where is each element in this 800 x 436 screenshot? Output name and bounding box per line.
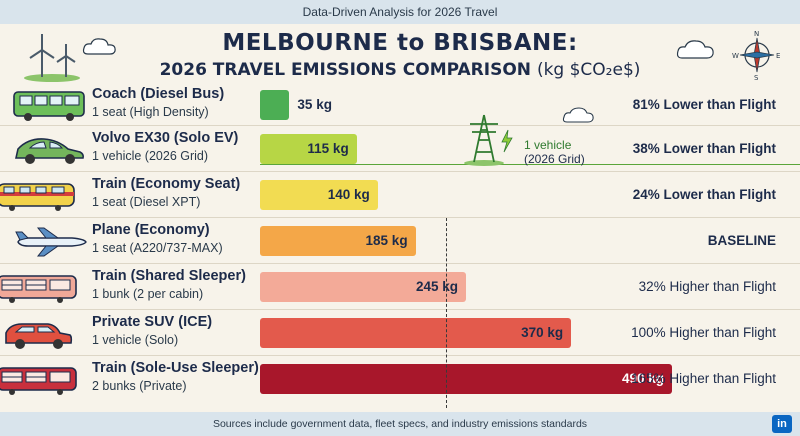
- bar: [260, 364, 672, 394]
- mode-name: Coach (Diesel Bus): [92, 86, 225, 102]
- cloud-icon: [82, 38, 116, 55]
- svg-text:E: E: [776, 52, 780, 60]
- chart-row: Train (Economy Seat) 1 seat (Diesel XPT) 1…: [0, 172, 800, 218]
- row-divider: [0, 355, 800, 356]
- comparison-label: 32% Higher than Flight: [638, 279, 776, 294]
- sleeper-train-icon: [0, 275, 77, 303]
- chart-row: Coach (Diesel Bus) 1 seat (High Density) 3…: [0, 82, 800, 128]
- mode-caption: 1 seat (High Density): [92, 105, 209, 119]
- bar-value-label: 115 kg: [307, 141, 349, 156]
- cloud-icon: [676, 40, 714, 59]
- train-icon: [0, 183, 75, 211]
- chart-row: Plane (Economy) 1 seat (A220/737-MAX) 185 …: [0, 218, 800, 264]
- plane-icon: [15, 227, 87, 257]
- compass-icon: N S W E: [732, 30, 780, 80]
- comparison-label: 81% Lower than Flight: [632, 97, 776, 112]
- grid-annotation: 1 vehicle (2026 Grid): [524, 138, 585, 166]
- row-divider: [0, 171, 800, 172]
- bus-icon: [13, 91, 85, 121]
- mode-caption: 1 vehicle (Solo): [92, 333, 179, 347]
- chart-row: Private SUV (ICE) 1 vehicle (Solo) 370 kg 1…: [0, 310, 800, 356]
- row-divider: [0, 125, 800, 126]
- footer-sources: Sources include government data, fleet s…: [212, 418, 588, 430]
- title-line-1: MELBOURNE to BRISBANE:: [222, 30, 578, 56]
- bar-value-label: 185 kg: [365, 233, 408, 248]
- power-pylon-icon: [464, 114, 513, 166]
- chart-row: Train (Sole-Use Sleeper) 2 bunks (Private…: [0, 356, 800, 402]
- row-divider: [0, 217, 800, 218]
- bar-value-label: 245 kg: [415, 279, 458, 294]
- grid-annotation-line-1: 1 vehicle: [524, 138, 572, 152]
- bar: [260, 134, 357, 164]
- bar-value-label: 370 kg: [521, 325, 564, 340]
- bar: [260, 318, 572, 348]
- comparison-label: 100% Higher than Flight: [631, 325, 776, 340]
- title-line-2: 2026 TRAVEL EMISSIONS COMPARISON (kg $CO…: [0, 60, 800, 80]
- bar-value-label: 490 kg: [621, 371, 664, 386]
- bar: [260, 180, 378, 210]
- title-unit: (kg $CO₂e$): [536, 60, 641, 80]
- mode-caption: 1 vehicle (2026 Grid): [92, 149, 209, 163]
- mode-name: Volvo EX30 (Solo EV): [92, 130, 239, 146]
- comparison-label: 38% Lower than Flight: [632, 141, 776, 156]
- cloud-icon: [562, 107, 594, 123]
- mode-name: Train (Sole-Use Sleeper): [92, 360, 259, 376]
- bar: [260, 226, 416, 256]
- linkedin-icon[interactable]: in: [772, 415, 792, 433]
- mode-name: Train (Shared Sleeper): [92, 268, 246, 284]
- suv-icon: [5, 323, 73, 349]
- header-text: Data-Driven Analysis for 2026 Travel: [302, 5, 498, 19]
- svg-text:W: W: [732, 52, 739, 60]
- mode-caption: 1 seat (Diesel XPT): [92, 195, 201, 209]
- title-line-2-main: 2026 TRAVEL EMISSIONS COMPARISON: [159, 60, 532, 80]
- mode-caption: 1 seat (A220/737-MAX): [92, 241, 223, 255]
- grid-annotation-line-2: (2026 Grid): [524, 152, 585, 166]
- baseline-dashed-line: [446, 218, 447, 408]
- footer-bar: Sources include government data, fleet s…: [0, 412, 800, 436]
- row-divider: [0, 263, 800, 264]
- bar: [260, 90, 290, 120]
- row-divider: [0, 309, 800, 310]
- grid-line: [260, 164, 800, 165]
- comparison-label: 24% Lower than Flight: [632, 187, 776, 202]
- comparison-label: BASELINE: [707, 233, 776, 248]
- bar-value-label: 35 kg: [297, 97, 332, 112]
- mode-caption: 2 bunks (Private): [92, 379, 187, 393]
- wind-turbine-icon: [24, 34, 80, 82]
- electric-car-icon: [15, 138, 84, 164]
- mode-name: Private SUV (ICE): [92, 314, 213, 330]
- comparison-label: 165% Higher than Flight: [631, 371, 776, 386]
- private-sleeper-train-icon: [0, 367, 77, 395]
- svg-text:N: N: [754, 30, 759, 38]
- bar-value-label: 140 kg: [327, 187, 370, 202]
- mode-caption: 1 bunk (2 per cabin): [92, 287, 204, 301]
- chart-row: Train (Shared Sleeper) 1 bunk (2 per cabi…: [0, 264, 800, 310]
- svg-text:S: S: [754, 74, 759, 80]
- bar: [260, 272, 466, 302]
- mode-name: Train (Economy Seat): [92, 176, 241, 192]
- chart-row: Volvo EX30 (Solo EV) 1 vehicle (2026 Grid…: [0, 126, 800, 172]
- chart-title: MELBOURNE to BRISBANE: 2026 TRAVEL EMISS…: [0, 30, 800, 80]
- mode-name: Plane (Economy): [92, 222, 210, 238]
- header-bar: Data-Driven Analysis for 2026 Travel: [0, 0, 800, 24]
